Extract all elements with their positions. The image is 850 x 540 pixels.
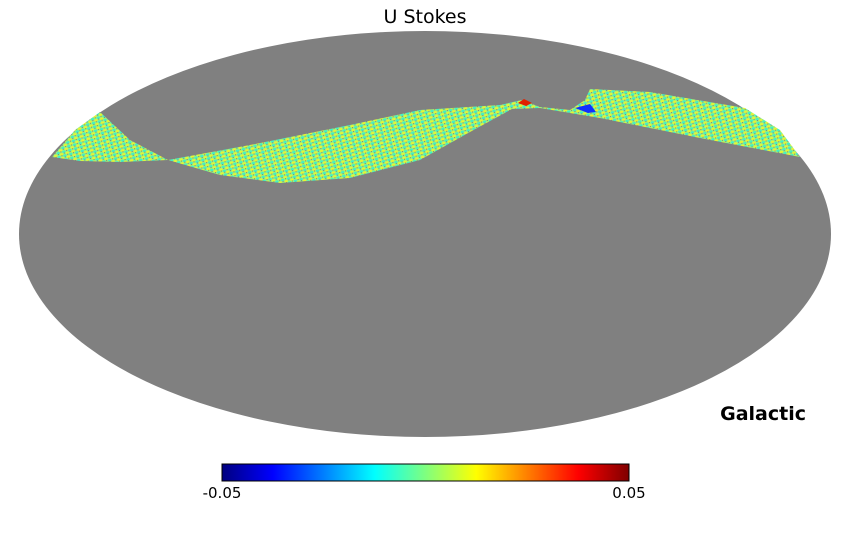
data-band-coldspot	[575, 104, 596, 113]
sky-ellipse	[19, 31, 831, 437]
colorbar-min-label: -0.05	[203, 484, 242, 502]
map-title: U Stokes	[384, 6, 467, 28]
coord-system-label: Galactic	[720, 403, 806, 425]
colorbar	[221, 463, 630, 482]
data-band-hotspot	[518, 99, 532, 106]
colorbar-max-label: 0.05	[612, 484, 645, 502]
data-band-left	[52, 112, 168, 162]
data-band-main	[168, 89, 800, 183]
